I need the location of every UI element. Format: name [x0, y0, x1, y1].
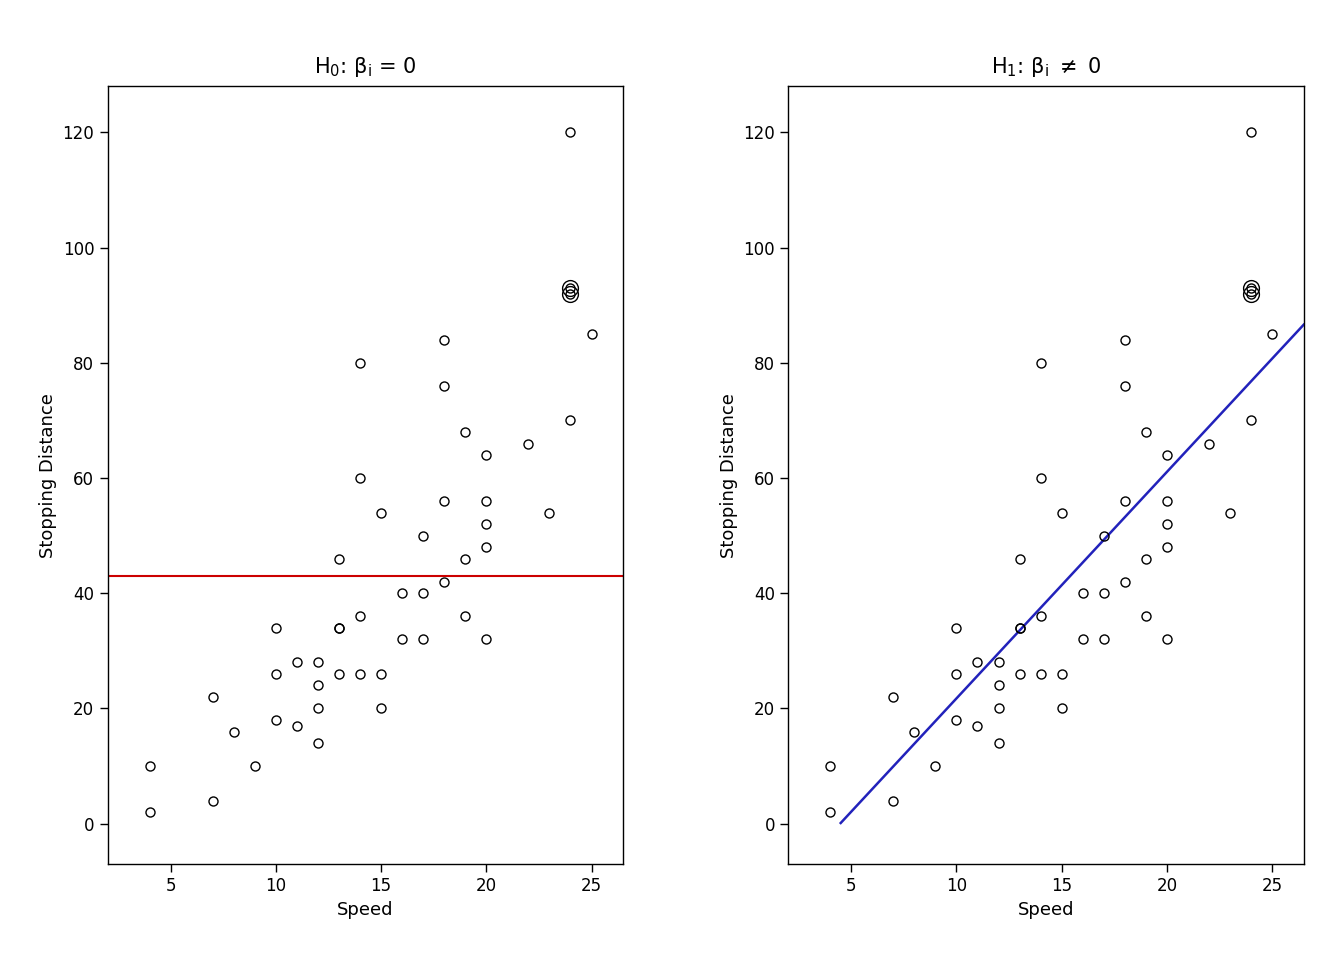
Title: $\mathdefault{H_1}$: $\mathdefault{\beta_i}$ $\neq$ 0: $\mathdefault{H_1}$: $\mathdefault{\beta…	[991, 55, 1101, 79]
X-axis label: Speed: Speed	[337, 900, 394, 919]
Y-axis label: Stopping Distance: Stopping Distance	[719, 393, 738, 558]
Y-axis label: Stopping Distance: Stopping Distance	[39, 393, 56, 558]
Title: $\mathdefault{H_0}$: $\mathdefault{\beta_i}$ = 0: $\mathdefault{H_0}$: $\mathdefault{\beta…	[314, 55, 417, 79]
X-axis label: Speed: Speed	[1017, 900, 1074, 919]
